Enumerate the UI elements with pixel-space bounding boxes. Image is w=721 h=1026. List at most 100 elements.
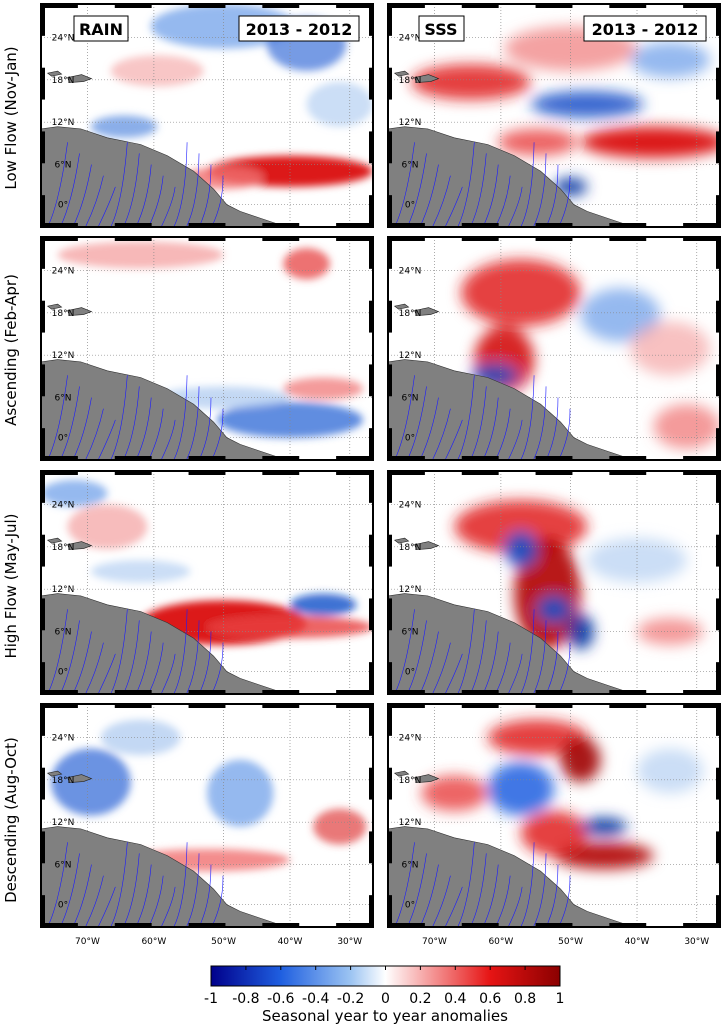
river-network — [47, 609, 224, 694]
puerto-rico-island — [393, 537, 410, 544]
river-line — [432, 408, 451, 460]
colorbar-tick-label: 0.6 — [479, 991, 501, 1007]
river-line — [545, 164, 559, 227]
river-line — [419, 397, 439, 460]
river-line — [148, 642, 164, 694]
rain-period-box — [238, 15, 360, 42]
river-line — [211, 175, 224, 227]
latitude-label: 6°N — [55, 861, 72, 871]
river-line — [558, 642, 571, 694]
river-line — [198, 397, 212, 460]
river-line — [173, 842, 188, 927]
river-network — [394, 142, 571, 227]
longitude-label: 30°W — [684, 937, 709, 947]
river-line — [110, 609, 128, 694]
hispaniola-island — [414, 774, 440, 783]
river-line — [432, 175, 451, 227]
anomaly-patch — [554, 842, 654, 870]
river-line — [198, 164, 212, 227]
sss-period-box — [583, 15, 707, 42]
row-label-descending: Descending (Aug-Oct) — [2, 737, 20, 903]
row-label-high-flow: High Flow (May-Jul) — [2, 513, 20, 658]
anomaly-patch — [580, 288, 661, 342]
river-line — [558, 408, 571, 460]
latitude-label: 12°N — [399, 818, 422, 828]
river-line — [160, 186, 176, 227]
river-line — [110, 842, 128, 927]
colorbar-tick-label: -0.2 — [337, 991, 364, 1007]
river-line — [160, 886, 176, 927]
anomaly-patch — [637, 748, 704, 794]
river-line — [72, 864, 92, 927]
panel-frame-checker — [41, 237, 373, 460]
anomaly-patch — [487, 761, 554, 816]
river-network — [47, 142, 224, 227]
hispaniola-island — [414, 307, 440, 316]
latitude-label: 24°N — [399, 733, 422, 743]
rain-title-box — [73, 15, 129, 42]
anomaly-patch — [411, 64, 531, 100]
river-line — [47, 842, 68, 927]
latitude-label: 6°N — [55, 628, 72, 638]
river-line — [85, 408, 104, 460]
colorbar-tick-label: -1 — [204, 991, 218, 1007]
river-line — [72, 631, 92, 694]
colorbar-tick-label: 0 — [381, 991, 390, 1007]
river-line — [110, 142, 128, 227]
latitude-label: 24°N — [399, 500, 422, 510]
puerto-rico-island — [46, 537, 63, 544]
puerto-rico-island — [393, 70, 410, 77]
river-network — [394, 842, 571, 927]
river-line — [72, 397, 92, 460]
map-panel: 24°N 18°N 12°N 6°N 0° — [387, 236, 721, 461]
colorbar-tick-label: -0.8 — [232, 991, 259, 1007]
river-line — [470, 386, 487, 460]
anomaly-patch — [497, 128, 578, 156]
river-line — [470, 153, 487, 227]
map-panel: 24°N 18°N 12°N 6°N 0° — [387, 470, 721, 695]
river-line — [123, 620, 140, 694]
longitude-label: 50°W — [558, 937, 583, 947]
puerto-rico-island — [393, 303, 410, 310]
map-panel: 24°N 18°N 12°N 6°N 0° — [40, 703, 374, 928]
map-panels: 24°N 18°N 12°N 6°N 0° 24°N 18°N 12°N 6°N 0° 24°N 18… — [40, 3, 721, 928]
river-line — [135, 631, 152, 694]
latitude-label: 24°N — [52, 500, 75, 510]
anomaly-patch — [50, 748, 131, 816]
colorbar-tick-label: 0.4 — [444, 991, 466, 1007]
latitude-label: 12°N — [52, 585, 75, 595]
river-line — [394, 375, 415, 460]
anomaly-patch — [653, 404, 720, 449]
colorbar-tick-label: 1 — [556, 991, 565, 1007]
river-line — [444, 186, 463, 227]
puerto-rico-island — [46, 770, 63, 777]
latitude-label: 18°N — [399, 543, 422, 553]
river-line — [406, 386, 427, 460]
map-panel: 24°N 18°N 12°N 6°N 0° — [40, 236, 374, 461]
river-line — [419, 864, 439, 927]
longitude-label: 70°W — [75, 937, 100, 947]
panel-frame-checker — [388, 704, 720, 927]
longitude-label: 40°W — [278, 937, 303, 947]
river-line — [186, 853, 200, 927]
river-line — [533, 620, 547, 694]
row-labels: Low Flow (Nov-Jan) Ascending (Feb-Apr) H… — [2, 46, 20, 903]
river-line — [59, 386, 80, 460]
latitude-label: 6°N — [402, 394, 419, 404]
river-line — [507, 653, 523, 694]
latitude-label: 0° — [58, 901, 68, 911]
river-line — [520, 842, 535, 927]
river-line — [457, 375, 475, 460]
anomaly-patch — [306, 82, 373, 127]
latitude-label: 12°N — [399, 585, 422, 595]
longitude-label: 50°W — [211, 937, 236, 947]
hispaniola-island — [67, 774, 93, 783]
panel-frame-checker — [41, 471, 373, 694]
river-line — [186, 386, 200, 460]
river-line — [394, 609, 415, 694]
river-line — [545, 864, 559, 927]
river-line — [211, 408, 224, 460]
anomaly-patch — [207, 759, 274, 827]
river-line — [520, 142, 535, 227]
river-line — [160, 419, 176, 460]
